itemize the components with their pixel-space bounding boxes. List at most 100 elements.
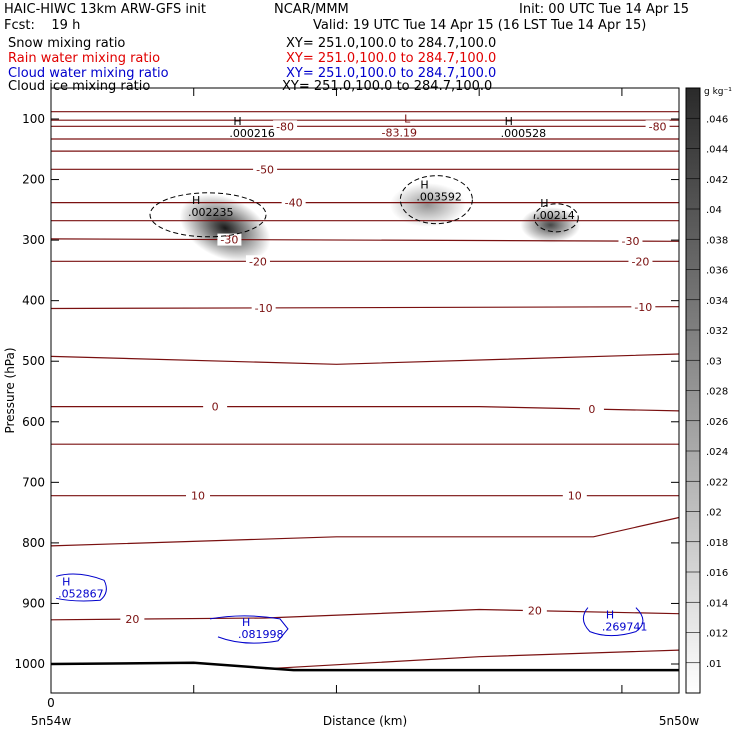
cloud-water-max-value: .269741: [602, 621, 648, 634]
ground-line: [50, 661, 679, 672]
x-tick-label: 0: [47, 696, 55, 710]
contour-label-bg: [281, 196, 306, 209]
field-name-rain: Rain water mixing ratio: [8, 51, 161, 66]
temperature-contour: [50, 306, 680, 310]
header-model: HAIC-HIWC 13km ARW-GFS init: [4, 2, 206, 17]
colorbar-label: .036: [706, 266, 728, 277]
min-value: -83.19: [382, 126, 417, 139]
cloud-ice-max-symbol: H: [540, 197, 548, 210]
temperature-contour: [50, 516, 680, 547]
y-axis-label: Pressure (hPa): [3, 347, 17, 433]
cloud-ice-max-value: .000528: [501, 127, 547, 140]
cloud-water-max-value: .052867: [58, 587, 104, 600]
y-tick-label: 1000: [14, 657, 45, 671]
contour-label-bg: [253, 163, 278, 176]
colorbar-label: .014: [706, 598, 728, 609]
contour-label: -20: [631, 255, 649, 268]
cloud-ice-shading: [179, 194, 271, 262]
cloud-ice-max-symbol: H: [420, 179, 428, 192]
temperature-contour: [50, 353, 680, 365]
field-xy-cloud-water: XY= 251.0,100.0 to 284.7,100.0: [286, 66, 497, 81]
colorbar-label: .032: [706, 326, 728, 337]
contour-label-bg: [251, 301, 276, 314]
contour-label-bg: [203, 400, 228, 413]
field-xy-rain: XY= 251.0,100.0 to 284.7,100.0: [286, 51, 497, 66]
contour-label-bg: [522, 604, 547, 617]
header-init: Init: 00 UTC Tue 14 Apr 15: [519, 2, 690, 17]
temperature-contour: [50, 238, 680, 242]
field-name-snow: Snow mixing ratio: [8, 36, 126, 51]
colorbar-label: .04: [706, 205, 722, 216]
y-tick-label: 400: [22, 294, 45, 308]
y-tick-label: 300: [22, 233, 45, 247]
colorbar-label: .022: [706, 477, 728, 488]
x-end-label-right: 5n50w: [659, 714, 700, 728]
contour-label-bg: [120, 613, 145, 626]
header-valid: Valid: 19 UTC Tue 14 Apr 15 (16 LST Tue …: [313, 18, 647, 33]
cloud-water-max-symbol: H: [242, 616, 250, 629]
y-tick-label: 600: [22, 415, 45, 429]
y-tick-label: 500: [22, 354, 45, 368]
x-end-label-left: 5n54w: [31, 714, 72, 728]
colorbar-label: .012: [706, 629, 728, 640]
contour-label-bg: [645, 120, 670, 133]
contour-label-bg: [186, 489, 211, 502]
contour-label: -80: [276, 120, 294, 133]
cloud-ice-contour: [533, 203, 579, 233]
contour-label-bg: [245, 255, 270, 268]
colorbar-label: .028: [706, 387, 728, 398]
temperature-contour: [265, 649, 680, 670]
field-name-cloud-ice: Cloud ice mixing ratio: [8, 79, 151, 94]
y-tick-label: 800: [22, 536, 45, 550]
cloud-water-max-symbol: H: [62, 575, 70, 588]
contour-label: 0: [212, 401, 219, 414]
cloud-water-max-value: .081998: [238, 628, 283, 641]
cloud-ice-shading: [389, 182, 466, 227]
cloud-water-contour: [582, 607, 644, 637]
contour-label-bg: [579, 403, 604, 416]
plot-frame: [50, 87, 680, 694]
contour-label-bg: [618, 235, 643, 248]
colorbar-label: .026: [706, 417, 728, 428]
colorbar-label: .02: [706, 508, 722, 519]
cloud-ice-max-symbol: H: [192, 194, 200, 207]
contour-label-bg: [562, 489, 587, 502]
header-fcst: Fcst: 19 h: [4, 18, 81, 33]
y-tick-label: 200: [22, 173, 45, 187]
field-xy-snow: XY= 251.0,100.0 to 284.7,100.0: [286, 36, 497, 51]
contour-label-bg: [628, 255, 653, 268]
contour-label: -10: [255, 302, 273, 315]
colorbar-label: .024: [706, 447, 728, 458]
cloud-water-contour: [56, 573, 107, 602]
cloud-ice-contour: [149, 192, 267, 238]
cloud-ice-max-value: .00214: [536, 209, 575, 222]
colorbar-label: .042: [706, 175, 728, 186]
cloud-water-max-symbol: H: [606, 609, 614, 622]
contour-label: -50: [256, 163, 274, 176]
field-name-cloud-water: Cloud water mixing ratio: [8, 66, 169, 81]
cloud-ice-max-symbol: H: [233, 115, 241, 128]
colorbar-label: .038: [706, 235, 728, 246]
contour-label: -10: [634, 301, 652, 314]
contour-label: 10: [568, 490, 582, 503]
temperature-contour: [50, 608, 680, 621]
contour-label: -20: [249, 255, 267, 268]
cloud-ice-contour: [399, 175, 473, 225]
cloud-ice-max-value: .002235: [188, 206, 234, 219]
y-tick-label: 100: [22, 112, 45, 126]
y-tick-label: 900: [22, 596, 45, 610]
contour-label: 20: [528, 605, 542, 618]
contour-label: 20: [125, 613, 139, 626]
colorbar-label: .034: [706, 296, 728, 307]
contour-label: -40: [285, 197, 303, 210]
cloud-water-contour: [209, 615, 289, 644]
colorbar-label: .03: [706, 356, 722, 367]
cloud-ice-max-symbol: H: [505, 115, 513, 128]
contour-label-bg: [631, 300, 656, 313]
contour-label-bg: [273, 120, 298, 133]
contour-label: 10: [191, 490, 205, 503]
y-tick-label: 700: [22, 475, 45, 489]
contour-label-bg: [217, 233, 242, 246]
field-xy-cloud-ice: XY= 251.0,100.0 to 284.7,100.0: [282, 79, 493, 94]
